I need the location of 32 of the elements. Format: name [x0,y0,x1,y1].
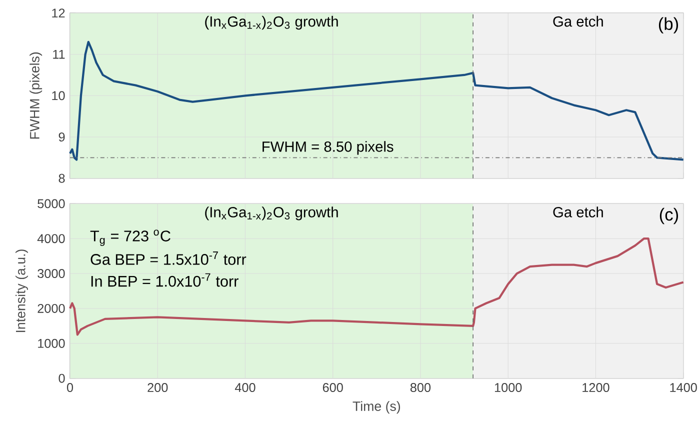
ref-line-label: FWHM = 8.50 pixels [262,141,394,155]
x-tick-label: 400 [234,383,256,392]
annotation: Ga BEP = 1.5x10$^{-7}$ torr [90,252,246,265]
y-tick-label: 10 [52,91,65,100]
y-tick-label: 11 [53,50,65,59]
y-axis-title: FWHM (pixels) [30,52,42,139]
band-label: Ga etch [553,206,603,218]
x-axis-title: Time (s) [352,401,400,414]
x-tick-label: 1000 [494,383,522,392]
y-axis-title: Intensity (a.u.) [16,250,28,332]
band-label: Ga etch [553,16,603,27]
y-tick-label: 12 [52,8,65,18]
annotation: T$_{g}$ = 723 $^{o}$C [90,230,170,246]
x-tick-label: 200 [148,383,168,392]
annotation: (b) [658,17,678,34]
annotation: (c) [660,208,678,224]
y-tick-label: 3000 [38,269,65,278]
y-tick-label: 8 [58,174,65,183]
text: (In$_{x}$Ga$_{1-x}$)$_{2}$O$_{3}$ growth [205,206,338,220]
y-tick-label: 9 [58,132,65,142]
y-tick-label: 1000 [38,338,65,348]
y-tick-label: 0 [58,374,65,383]
annotation: In BEP = 1.0x10$^{-7}$ torr [91,273,238,287]
y-tick-label: 5000 [38,199,65,208]
x-tick-label: 1200 [582,383,610,392]
x-tick-label: 1400 [670,383,697,392]
y-tick-label: 4000 [37,234,65,244]
text: (In$_{x}$Ga$_{1-x}$)$_{2}$O$_{3}$ growth [205,16,338,30]
x-tick-label: 0 [66,383,74,392]
x-tick-label: 800 [410,383,431,392]
x-tick-label: 600 [322,383,343,392]
y-tick-label: 2000 [38,304,65,313]
